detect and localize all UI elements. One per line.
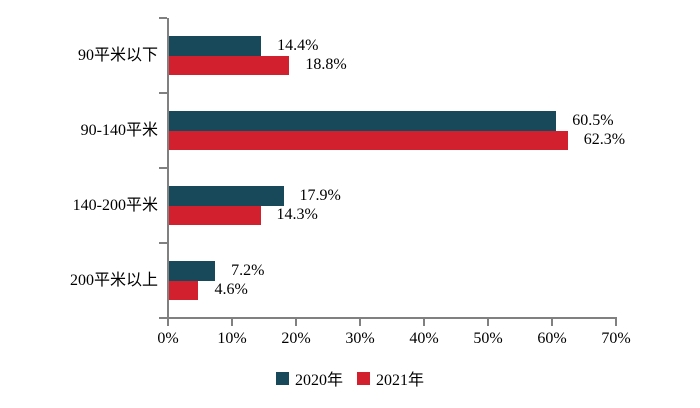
category-label: 140-200平米 <box>72 196 158 214</box>
x-axis-tick <box>295 319 297 326</box>
x-tick-label: 0% <box>157 330 179 347</box>
x-tick-label: 50% <box>473 330 503 347</box>
x-axis-tick <box>615 319 617 326</box>
value-label: 60.5% <box>572 111 614 129</box>
y-axis-tick <box>159 92 167 94</box>
x-axis-tick <box>551 319 553 326</box>
value-label: 62.3% <box>583 131 626 149</box>
y-axis-tick <box>159 167 167 169</box>
bar-2020年-90-140平米 <box>169 111 557 131</box>
value-label: 7.2% <box>231 261 265 279</box>
y-axis-line <box>167 18 169 320</box>
bar-2020年-200平米以上 <box>169 261 216 281</box>
category-label: 200平米以上 <box>69 271 158 289</box>
bar-2020年-140-200平米 <box>169 186 284 206</box>
bar-2020年-90平米以下 <box>169 36 262 56</box>
value-label: 14.4% <box>277 36 319 54</box>
y-axis-tick <box>159 242 167 244</box>
legend-item-2020年: 2020年 <box>275 366 343 390</box>
x-tick-label: 10% <box>217 330 247 347</box>
bar-2021年-200平米以上 <box>169 280 199 300</box>
x-axis-tick <box>423 319 425 326</box>
x-axis-line <box>167 317 617 319</box>
legend-swatch-2020年 <box>275 371 289 385</box>
value-label: 14.3% <box>276 206 318 224</box>
x-axis-tick <box>231 319 233 326</box>
x-axis-tick <box>167 319 169 326</box>
x-tick-label: 60% <box>537 330 567 347</box>
value-label: 4.6% <box>214 281 248 299</box>
y-axis-tick <box>159 317 167 319</box>
chart-legend: 2020年 2021年 <box>0 366 700 390</box>
x-tick-label: 20% <box>281 330 311 347</box>
value-label: 18.8% <box>305 56 347 74</box>
legend-swatch-2021年 <box>357 371 370 385</box>
value-label: 17.9% <box>299 186 341 204</box>
bar-2021年-90-140平米 <box>169 130 568 150</box>
legend-label-2021年: 2021年 <box>376 372 425 389</box>
bar-2021年-140-200平米 <box>169 205 261 225</box>
legend-label-2020年: 2020年 <box>294 372 343 389</box>
category-label: 90平米以下 <box>77 46 158 64</box>
legend-item-2021年: 2021年 <box>357 366 424 390</box>
x-axis-tick <box>359 319 361 326</box>
bar-2021年-90平米以下 <box>169 55 290 75</box>
x-axis-tick <box>487 319 489 326</box>
x-tick-label: 30% <box>345 330 375 347</box>
category-label: 90-140平米 <box>80 121 158 139</box>
x-tick-label: 40% <box>409 330 439 347</box>
y-axis-tick <box>159 17 167 19</box>
x-tick-label: 70% <box>601 330 631 347</box>
